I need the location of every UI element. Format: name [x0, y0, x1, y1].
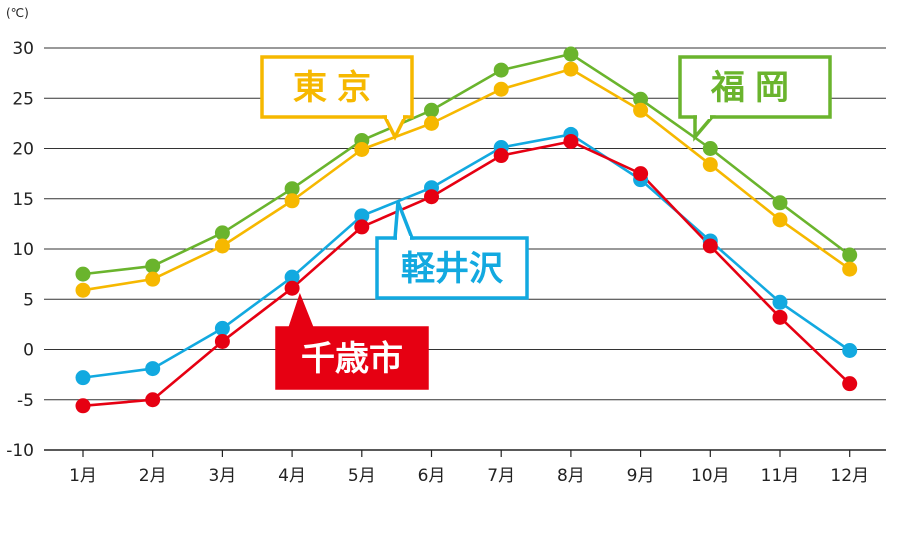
data-point: [354, 142, 370, 158]
data-point: [633, 91, 649, 107]
series-lines: [75, 46, 858, 414]
data-point: [633, 102, 649, 118]
data-point: [284, 269, 300, 285]
series-line: [82, 133, 851, 379]
callout-box: [260, 55, 414, 119]
series-callout: 千歳市: [275, 292, 429, 390]
series-line: [82, 52, 851, 276]
data-point: [842, 343, 858, 359]
callout-box: [375, 236, 529, 300]
callout-tail: [287, 292, 315, 330]
data-point: [75, 398, 91, 414]
y-tick-label: 30: [12, 39, 34, 59]
series-name-label: 千歳市: [301, 339, 403, 379]
data-point: [75, 266, 91, 282]
callout-box: [275, 326, 429, 390]
data-point: [75, 370, 91, 386]
callout-box: [678, 55, 832, 119]
data-point: [842, 247, 858, 263]
x-tick-label: 9月: [627, 466, 655, 486]
data-point: [354, 208, 370, 224]
data-point: [493, 81, 509, 97]
x-axis: 1月 2月 3月 4月 5月 6月 7月 8月 9月 10月 11月 12月: [69, 450, 869, 486]
series-name-label: 福岡: [710, 68, 799, 108]
data-point: [842, 261, 858, 277]
x-tick-label: 11月: [761, 466, 800, 486]
data-point: [284, 193, 300, 209]
data-point: [424, 115, 439, 131]
data-point: [354, 219, 370, 235]
x-tick-label: 5月: [348, 466, 376, 486]
data-point: [214, 238, 230, 254]
y-tick-label: 25: [12, 89, 34, 109]
y-axis: 30 25 20 15 10 5 0 -5 -10: [6, 39, 34, 461]
series-callout: 東京: [260, 55, 414, 141]
data-point: [493, 148, 509, 164]
data-point: [772, 294, 788, 310]
data-point: [772, 212, 788, 228]
data-point: [702, 141, 718, 156]
y-tick-label: 20: [12, 140, 34, 160]
y-tick-label: 0: [23, 341, 34, 361]
data-point: [563, 46, 579, 62]
data-point: [145, 361, 161, 377]
y-tick-label: -5: [17, 391, 34, 411]
y-unit-label: (℃): [6, 6, 29, 20]
series-name-label: 東京: [293, 68, 381, 108]
x-tick-label: 1月: [69, 466, 97, 486]
x-tick-label: 7月: [487, 466, 515, 486]
series-callout: 福岡: [678, 55, 832, 142]
y-tick-label: 10: [12, 240, 34, 260]
data-point: [424, 102, 439, 118]
data-point: [633, 166, 649, 182]
data-point: [493, 62, 509, 78]
data-point: [214, 333, 230, 349]
data-point: [75, 282, 91, 298]
x-tick-label: 4月: [278, 466, 306, 486]
data-point: [842, 376, 858, 392]
x-tick-label: 3月: [208, 466, 236, 486]
data-point: [772, 195, 788, 211]
data-point: [284, 181, 300, 197]
series-name-label: 軽井沢: [401, 249, 504, 289]
x-tick-label: 6月: [418, 466, 446, 486]
data-point: [145, 271, 161, 287]
data-point: [214, 225, 230, 241]
data-point: [563, 133, 579, 149]
data-point: [702, 238, 718, 254]
data-point: [214, 320, 230, 336]
data-point: [563, 61, 579, 77]
series-line: [82, 140, 851, 408]
series-line: [82, 67, 851, 292]
y-tick-label: 15: [12, 190, 34, 210]
x-tick-label: 8月: [557, 466, 585, 486]
y-tick-label: 5: [23, 290, 34, 310]
series-callout: 軽井沢: [375, 201, 529, 300]
x-tick-label: 10月: [691, 466, 730, 486]
data-point: [145, 258, 161, 274]
data-point: [702, 157, 718, 173]
data-point: [284, 280, 300, 296]
data-point: [424, 189, 439, 205]
x-tick-label: 12月: [830, 466, 869, 486]
y-tick-label: -10: [6, 441, 34, 461]
callout-tail: [693, 115, 716, 142]
data-point: [772, 309, 788, 325]
x-tick-label: 2月: [139, 466, 167, 486]
data-point: [145, 392, 161, 408]
